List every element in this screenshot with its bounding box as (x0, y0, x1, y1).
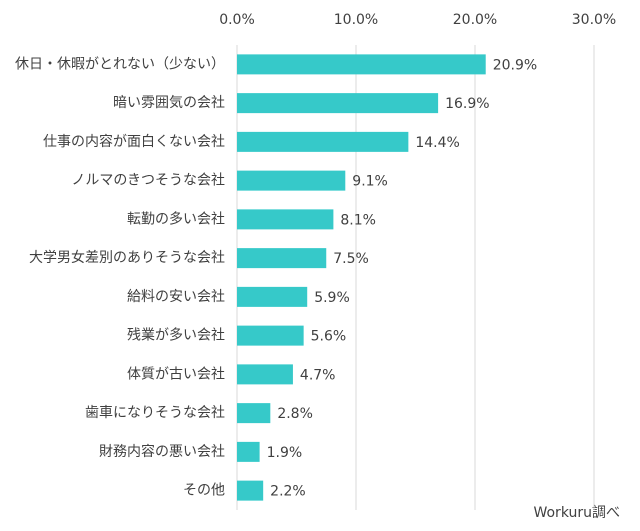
bar (237, 54, 486, 75)
bar (237, 441, 260, 462)
y-tick-label: 給料の安い会社 (127, 289, 225, 305)
y-tick-label: 財務内容の悪い会社 (99, 443, 225, 460)
x-tick-label: 20.0% (453, 12, 497, 28)
value-label: 14.4% (415, 135, 459, 151)
value-label: 1.9% (267, 445, 303, 461)
value-label: 8.1% (340, 212, 376, 228)
bar (237, 364, 293, 385)
value-label: 9.1% (352, 174, 388, 190)
y-tick-label: 体質が古い会社 (127, 366, 225, 382)
x-tick-label: 10.0% (334, 12, 378, 28)
value-label: 20.9% (493, 57, 537, 73)
bar (237, 93, 439, 114)
x-tick-label: 30.0% (572, 12, 616, 28)
y-tick-label: ノルマのきつそうな会社 (71, 173, 225, 189)
bar (237, 131, 409, 152)
value-label: 4.7% (300, 367, 336, 383)
value-label: 7.5% (333, 251, 369, 267)
value-label: 5.9% (314, 290, 350, 306)
bar (237, 209, 334, 230)
y-tick-label: 歯車になりそうな会社 (85, 404, 225, 421)
source-note: Workuru調べ (533, 505, 620, 521)
y-tick-label: 仕事の内容が面白くない会社 (43, 133, 225, 150)
bar (237, 248, 327, 269)
bar (237, 325, 304, 346)
value-label: 16.9% (445, 96, 489, 112)
value-label: 2.8% (277, 406, 313, 422)
y-tick-label: 残業が多い会社 (127, 327, 225, 344)
bar (237, 170, 346, 191)
bar (237, 480, 264, 501)
y-tick-label: その他 (183, 483, 225, 499)
x-tick-label: 0.0% (219, 12, 255, 28)
bar (237, 403, 271, 424)
y-tick-label: 休日・休暇がとれない（少ない） (15, 56, 225, 72)
value-label: 2.2% (270, 484, 306, 500)
y-tick-label: 大学男女差別のありそうな会社 (29, 249, 225, 266)
value-label: 5.6% (311, 329, 347, 345)
bar (237, 286, 308, 307)
y-tick-label: 暗い雰囲気の会社 (113, 95, 225, 111)
y-tick-label: 転勤の多い会社 (127, 210, 225, 227)
